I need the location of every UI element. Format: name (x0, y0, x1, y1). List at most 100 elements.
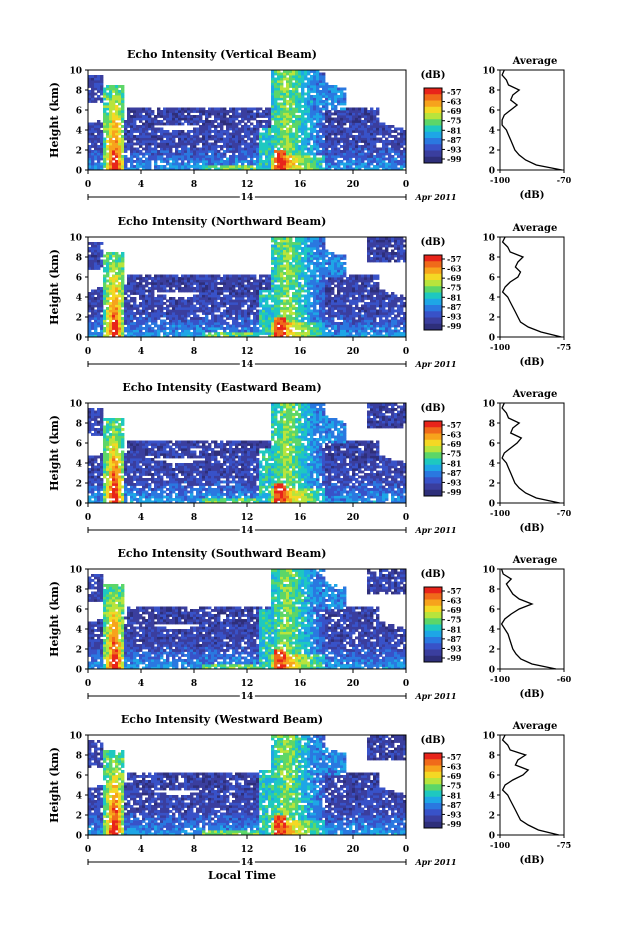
heatmap-cell (160, 282, 164, 285)
heatmap-cell (325, 327, 329, 330)
heatmap-cell (226, 137, 230, 141)
heatmap-cell (97, 257, 101, 260)
heatmap-cell (337, 110, 341, 113)
heatmap-cell (223, 137, 227, 141)
heatmap-cell (289, 90, 293, 93)
heatmap-cell (325, 82, 329, 86)
heatmap-cell (361, 137, 365, 141)
heatmap-cell (313, 82, 317, 86)
heatmap-cell (202, 112, 206, 116)
heatmap-cell (136, 304, 140, 308)
heatmap-cell (331, 304, 335, 308)
heatmap-cell (202, 152, 206, 156)
heatmap-cell (154, 329, 158, 333)
heatmap-cell (169, 279, 173, 283)
heatmap-cell (235, 155, 239, 158)
heatmap-cell (343, 289, 347, 293)
heatmap-cell (106, 120, 110, 123)
heatmap-cell (136, 289, 140, 293)
heatmap-cell (319, 117, 323, 121)
heatmap-cell (166, 327, 170, 330)
heatmap-cell (190, 309, 194, 313)
heatmap-cell (175, 324, 179, 328)
heatmap-cell (283, 307, 287, 310)
heatmap-cell (262, 324, 266, 328)
heatmap-cell (319, 167, 323, 171)
heatmap-cell (253, 299, 257, 303)
heatmap-cell (115, 92, 119, 96)
heatmap-cell (268, 127, 272, 131)
heatmap-cell (286, 264, 290, 268)
heatmap-cell (307, 249, 311, 253)
heatmap-cell (310, 120, 314, 123)
heatmap-cell (109, 284, 113, 288)
heatmap-cell (223, 312, 227, 315)
heatmap-cell (121, 97, 125, 101)
heatmap-cell (244, 274, 248, 278)
heatmap-cell (217, 282, 221, 285)
heatmap-cell (133, 107, 137, 111)
heatmap-cell (235, 297, 239, 300)
heatmap-cell (187, 304, 191, 308)
heatmap-cell (121, 279, 125, 283)
heatmap-cell (238, 332, 242, 335)
heatmap-cell (97, 264, 101, 268)
heatmap-cell (373, 112, 377, 116)
heatmap-cell (187, 327, 191, 330)
heatmap-cell (223, 279, 227, 283)
heatmap-cell (94, 309, 98, 313)
heatmap-cell (178, 334, 182, 338)
heatmap-cell (103, 322, 107, 325)
heatmap-cell (100, 155, 104, 158)
heatmap-cell (160, 297, 164, 300)
heatmap-cell (298, 162, 302, 166)
heatmap-cell (271, 72, 275, 76)
heatmap-cell (121, 327, 125, 330)
heatmap-cell (169, 302, 173, 305)
heatmap-cell (307, 110, 311, 113)
heatmap-cell (325, 102, 329, 106)
heatmap-cell (295, 274, 299, 278)
heatmap-cell (292, 307, 296, 310)
heatmap-cell (385, 147, 389, 151)
heatmap-cell (310, 327, 314, 330)
heatmap-cell (235, 132, 239, 136)
heatmap-cell (256, 127, 260, 131)
heatmap-cell (325, 324, 329, 328)
heatmap-cell (232, 112, 236, 116)
heatmap-cell (94, 247, 98, 250)
heatmap-cell (151, 150, 155, 153)
heatmap-cell (175, 120, 179, 123)
heatmap-cell (286, 117, 290, 121)
heatmap-cell (292, 157, 296, 161)
heatmap-cell (229, 309, 233, 313)
heatmap-cell (148, 299, 152, 303)
heatmap-cell (112, 277, 116, 280)
heatmap-cell (388, 135, 392, 138)
heatmap-cell (268, 327, 272, 330)
heatmap-cell (337, 95, 341, 98)
heatmap-cell (94, 157, 98, 161)
heatmap-cell (373, 147, 377, 151)
heatmap-cell (322, 112, 326, 116)
heatmap-cell (316, 249, 320, 253)
heatmap-cell (301, 267, 305, 270)
heatmap-cell (214, 115, 218, 118)
heatmap-cell (298, 117, 302, 121)
heatmap-cell (157, 115, 161, 118)
heatmap-cell (244, 140, 248, 143)
heatmap-cell (310, 135, 314, 138)
heatmap-cell (277, 162, 281, 166)
heatmap-cell (202, 322, 206, 325)
heatmap-cell (121, 90, 125, 93)
heatmap-cell (289, 70, 293, 73)
heatmap-cell (316, 137, 320, 141)
heatmap-cell (274, 97, 278, 101)
colorbar-swatch (424, 100, 442, 108)
heatmap-cell (250, 287, 254, 290)
heatmap-cell (115, 317, 119, 320)
heatmap-cell (361, 147, 365, 151)
heatmap-cell (298, 150, 302, 153)
heatmap-cell (121, 125, 125, 128)
heatmap-cell (100, 327, 104, 330)
